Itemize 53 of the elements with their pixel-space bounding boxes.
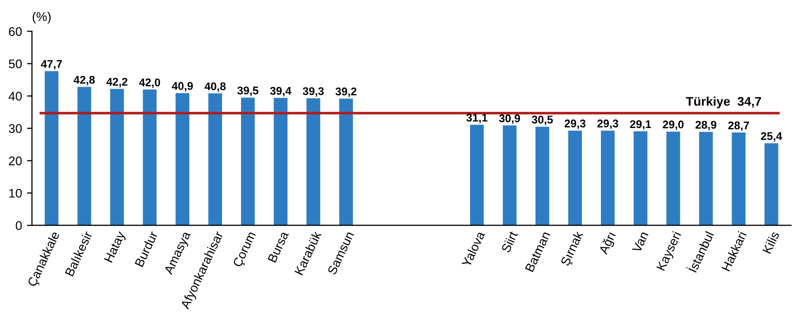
y-tick-label: 60 xyxy=(8,27,22,36)
bar xyxy=(634,131,648,226)
data-label: 39,3 xyxy=(302,87,324,97)
y-tick-label: 40 xyxy=(8,92,22,101)
ref-line-label: Türkiye 34,7 xyxy=(686,96,762,108)
y-tick-label: 0 xyxy=(16,221,22,230)
data-label: 29,3 xyxy=(597,120,618,130)
x-tick-label: Siirt xyxy=(500,230,518,254)
data-label: 39,2 xyxy=(335,88,356,98)
data-label: 47,7 xyxy=(40,60,62,70)
data-label: 31,1 xyxy=(466,114,488,124)
bar xyxy=(77,86,92,226)
data-label: 42,0 xyxy=(139,78,160,88)
bar xyxy=(339,98,353,226)
bar xyxy=(502,125,517,226)
bar xyxy=(274,98,288,226)
data-label: 29,1 xyxy=(630,120,652,130)
bar xyxy=(241,98,255,226)
y-tick-label: 50 xyxy=(8,59,22,68)
x-tick-label: Van xyxy=(632,231,648,254)
data-label: 29,0 xyxy=(662,120,684,130)
data-label: 25,4 xyxy=(760,132,782,142)
data-label: 42,2 xyxy=(106,78,128,88)
bar xyxy=(666,132,680,226)
bar xyxy=(306,98,320,226)
bar xyxy=(699,132,713,226)
bar xyxy=(535,126,550,226)
bar xyxy=(600,130,615,226)
data-label: 40,8 xyxy=(204,82,226,92)
bar xyxy=(44,71,58,226)
bar xyxy=(764,143,778,226)
bar xyxy=(176,93,190,226)
y-tick-label: 10 xyxy=(9,188,22,198)
data-label: 30,9 xyxy=(499,114,520,124)
y-axis-title: (%) xyxy=(32,12,51,24)
bar xyxy=(142,90,157,226)
bar xyxy=(110,88,124,226)
y-tick-label: 20 xyxy=(8,156,22,166)
x-tick-label: Kilis xyxy=(762,230,780,254)
data-label: 40,9 xyxy=(172,82,193,92)
bar xyxy=(208,93,222,226)
data-label: 39,4 xyxy=(270,86,292,96)
data-label: 39,5 xyxy=(237,86,258,96)
data-label: 42,8 xyxy=(74,76,95,86)
y-tick-label: 30 xyxy=(8,124,22,133)
bar xyxy=(732,132,746,226)
bar xyxy=(470,124,484,226)
bar xyxy=(568,130,582,226)
data-label: 30,5 xyxy=(532,116,553,126)
x-tick-label: Ağrı xyxy=(598,231,618,256)
data-label: 29,3 xyxy=(564,120,586,130)
data-label: 28,7 xyxy=(728,122,749,131)
data-label: 28,9 xyxy=(696,120,716,130)
